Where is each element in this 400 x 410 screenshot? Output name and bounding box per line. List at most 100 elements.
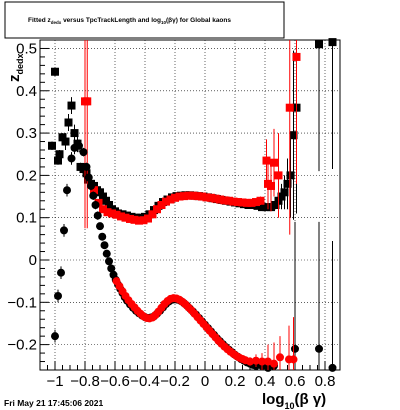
data-point-circle bbox=[93, 211, 102, 220]
data-point-square bbox=[277, 192, 286, 201]
y-tick-label: 0.4 bbox=[16, 83, 37, 100]
data-point-square bbox=[220, 196, 229, 205]
data-point-square bbox=[180, 192, 188, 201]
x-tick-label: −0.2 bbox=[160, 373, 190, 390]
x-tick-label: 0.2 bbox=[225, 373, 246, 390]
data-point-circle bbox=[57, 268, 65, 277]
data-point-square bbox=[148, 210, 157, 219]
y-tick-label: −0.2 bbox=[7, 337, 37, 354]
data-point-square bbox=[211, 194, 220, 203]
data-point-square bbox=[126, 214, 134, 223]
data-point-square bbox=[153, 205, 161, 214]
y-axis-ticks: −0.2 −0.1 0 0.1 0.2 0.3 0.4 0.5 bbox=[7, 39, 49, 371]
data-point-square bbox=[117, 212, 125, 221]
data-point-square bbox=[108, 209, 116, 218]
data-point-square bbox=[198, 192, 206, 201]
data-point-square bbox=[61, 137, 70, 146]
data-point-square bbox=[144, 214, 152, 223]
data-point-circle bbox=[105, 257, 113, 266]
data-point-square bbox=[130, 215, 139, 224]
x-tick-label: 0.6 bbox=[285, 373, 306, 390]
x-tick-label: 0.8 bbox=[315, 373, 336, 390]
data-point-circle bbox=[98, 232, 107, 241]
data-series bbox=[48, 38, 337, 372]
y-axis-label: zdedx bbox=[6, 53, 25, 82]
data-point-square bbox=[166, 195, 175, 204]
data-point-circle bbox=[102, 249, 111, 258]
data-point-circle bbox=[264, 357, 272, 366]
data-point-square bbox=[82, 169, 91, 178]
data-point-square bbox=[252, 198, 260, 207]
data-point-square bbox=[270, 158, 278, 167]
data-point-square bbox=[271, 201, 280, 209]
data-point-square bbox=[243, 198, 251, 207]
data-point-square bbox=[267, 181, 275, 190]
data-point-square bbox=[54, 156, 62, 165]
data-point-square bbox=[258, 203, 266, 212]
data-point-square bbox=[67, 101, 76, 110]
data-point-square bbox=[70, 129, 79, 138]
data-point-circle bbox=[75, 141, 83, 150]
data-point-circle bbox=[84, 173, 93, 182]
data-point-square bbox=[274, 171, 283, 180]
y-tick-label: 0.3 bbox=[16, 125, 37, 142]
data-point-square bbox=[256, 196, 265, 205]
chart-title: Fitted zdedx versus TpcTrackLength and l… bbox=[28, 17, 231, 25]
data-point-square bbox=[202, 193, 211, 202]
data-point-square bbox=[229, 197, 238, 206]
data-point-square bbox=[121, 213, 130, 222]
x-tick-label: −0.4 bbox=[130, 373, 160, 390]
data-point-circle bbox=[291, 344, 299, 353]
x-tick-label: 0.4 bbox=[255, 373, 276, 390]
data-point-square bbox=[48, 141, 56, 150]
data-point-square bbox=[285, 103, 294, 112]
title-box bbox=[4, 1, 285, 39]
x-axis-label: log10(β γ) bbox=[262, 391, 326, 410]
data-point-square bbox=[262, 203, 271, 212]
data-point-circle bbox=[246, 357, 254, 366]
data-point-square bbox=[58, 133, 67, 142]
data-point-square bbox=[171, 193, 179, 202]
data-point-square bbox=[135, 216, 143, 225]
x-tick-label: −0.6 bbox=[100, 373, 130, 390]
y-tick-label: 0.5 bbox=[16, 40, 37, 57]
x-axis-ticks: −1 −0.8 −0.6 −0.4 −0.2 0 0.2 0.4 0.6 0.8 bbox=[39, 361, 341, 390]
data-point-square bbox=[139, 216, 148, 225]
data-point-square bbox=[280, 188, 289, 197]
data-point-circle bbox=[91, 201, 100, 209]
data-point-square bbox=[225, 196, 233, 205]
data-point-circle bbox=[82, 162, 91, 171]
data-point-square bbox=[102, 196, 110, 205]
data-point-circle bbox=[51, 332, 59, 341]
data-point-square bbox=[64, 118, 73, 127]
data-point-square bbox=[315, 40, 323, 49]
data-point-square bbox=[286, 171, 295, 180]
data-point-square bbox=[55, 150, 64, 159]
data-point-square bbox=[238, 198, 247, 207]
data-point-square bbox=[234, 198, 242, 207]
svg-text:zdedx: zdedx bbox=[6, 53, 25, 82]
timestamp: Fri May 21 17:45:06 2021 bbox=[4, 398, 104, 408]
y-tick-label: 0.1 bbox=[16, 210, 37, 227]
data-point-square bbox=[99, 192, 107, 201]
y-tick-label: −0.1 bbox=[7, 294, 37, 311]
data-point-circle bbox=[270, 359, 278, 368]
series-1 bbox=[81, 40, 301, 235]
data-point-circle bbox=[63, 186, 71, 195]
data-point-circle bbox=[87, 181, 95, 190]
data-point-square bbox=[90, 186, 98, 195]
data-point-circle bbox=[100, 241, 109, 250]
data-point-circle bbox=[276, 353, 284, 362]
data-point-circle bbox=[107, 264, 116, 273]
data-point-square bbox=[83, 97, 92, 106]
data-point-square bbox=[289, 131, 298, 140]
data-point-square bbox=[189, 191, 197, 200]
data-point-square bbox=[96, 188, 104, 197]
data-point-circle bbox=[96, 222, 104, 231]
data-point-circle bbox=[315, 344, 323, 353]
data-point-square bbox=[207, 193, 215, 202]
data-point-circle bbox=[328, 363, 337, 372]
data-point-square bbox=[112, 210, 121, 219]
x-tick-label: −1 bbox=[46, 373, 63, 390]
